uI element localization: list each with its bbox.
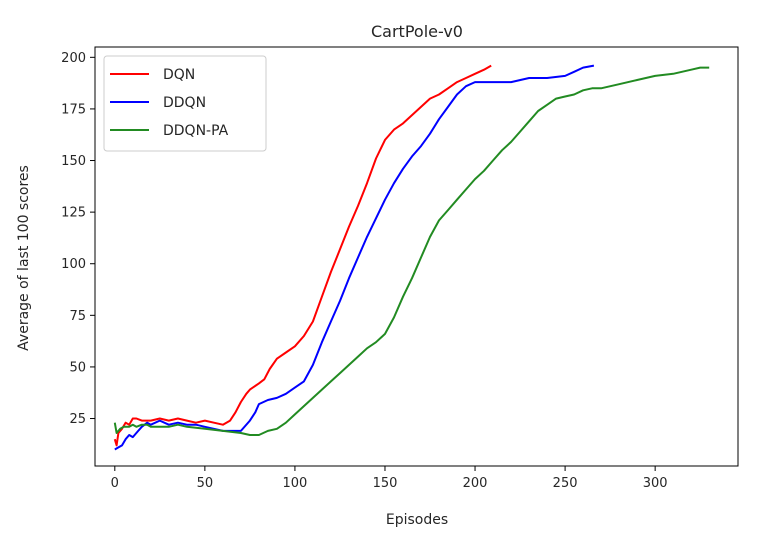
x-tick-label: 50 [197, 476, 214, 491]
plot-frame [94, 46, 739, 467]
x-tick-label: 250 [553, 476, 578, 491]
legend: DQN DDQN DDQN-PA [103, 55, 267, 152]
x-tick-label: 100 [283, 476, 308, 491]
y-tick-label: 175 [61, 102, 86, 117]
y-tick-label: 50 [69, 360, 86, 375]
y-tick-label: 25 [69, 412, 86, 427]
y-tick-label: 150 [61, 154, 86, 169]
x-tick-label: 0 [111, 476, 119, 491]
x-tick-label: 200 [463, 476, 488, 491]
y-tick-label: 200 [61, 51, 86, 66]
chart-title: CartPole-v0 [371, 22, 463, 41]
y-axis: 25 50 75 100 125 150 175 200 [61, 51, 95, 427]
legend-box [103, 55, 267, 152]
y-axis-label: Average of last 100 scores [16, 165, 32, 351]
legend-label-dqn: DQN [163, 67, 195, 83]
x-axis: 0 50 100 150 200 250 300 [111, 466, 668, 491]
y-tick-label: 100 [61, 257, 86, 272]
x-axis-label: Episodes [386, 512, 448, 528]
x-tick-label: 300 [643, 476, 668, 491]
series-line-dqn [113, 64, 492, 447]
y-tick-label: 75 [69, 309, 86, 324]
legend-label-ddqn-pa: DDQN-PA [163, 123, 229, 139]
series-line-ddqn-pa [113, 66, 710, 436]
y-tick-label: 125 [61, 206, 86, 221]
series-layer [113, 64, 710, 451]
legend-label-ddqn: DDQN [163, 95, 206, 111]
series-line-ddqn [114, 64, 595, 451]
x-tick-label: 150 [373, 476, 398, 491]
